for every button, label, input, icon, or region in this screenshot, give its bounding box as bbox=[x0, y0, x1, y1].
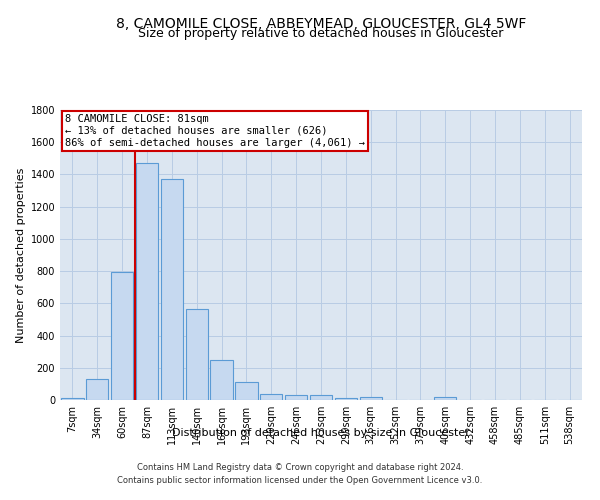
Bar bbox=[185, 309, 208, 400]
Text: Size of property relative to detached houses in Gloucester: Size of property relative to detached ho… bbox=[139, 28, 503, 40]
Bar bbox=[111, 272, 133, 400]
Bar bbox=[235, 382, 257, 400]
Text: Contains public sector information licensed under the Open Government Licence v3: Contains public sector information licen… bbox=[118, 476, 482, 485]
Text: Distribution of detached houses by size in Gloucester: Distribution of detached houses by size … bbox=[172, 428, 470, 438]
Bar bbox=[310, 395, 332, 400]
Text: 8 CAMOMILE CLOSE: 81sqm
← 13% of detached houses are smaller (626)
86% of semi-d: 8 CAMOMILE CLOSE: 81sqm ← 13% of detache… bbox=[65, 114, 365, 148]
Bar bbox=[335, 398, 357, 400]
Bar bbox=[86, 379, 109, 400]
Text: Contains HM Land Registry data © Crown copyright and database right 2024.: Contains HM Land Registry data © Crown c… bbox=[137, 464, 463, 472]
Bar bbox=[260, 394, 283, 400]
Bar bbox=[61, 398, 83, 400]
Text: 8, CAMOMILE CLOSE, ABBEYMEAD, GLOUCESTER, GL4 5WF: 8, CAMOMILE CLOSE, ABBEYMEAD, GLOUCESTER… bbox=[116, 18, 526, 32]
Bar bbox=[359, 397, 382, 400]
Bar bbox=[285, 395, 307, 400]
Bar bbox=[211, 360, 233, 400]
Y-axis label: Number of detached properties: Number of detached properties bbox=[16, 168, 26, 342]
Bar bbox=[161, 180, 183, 400]
Bar bbox=[136, 163, 158, 400]
Bar bbox=[434, 397, 457, 400]
